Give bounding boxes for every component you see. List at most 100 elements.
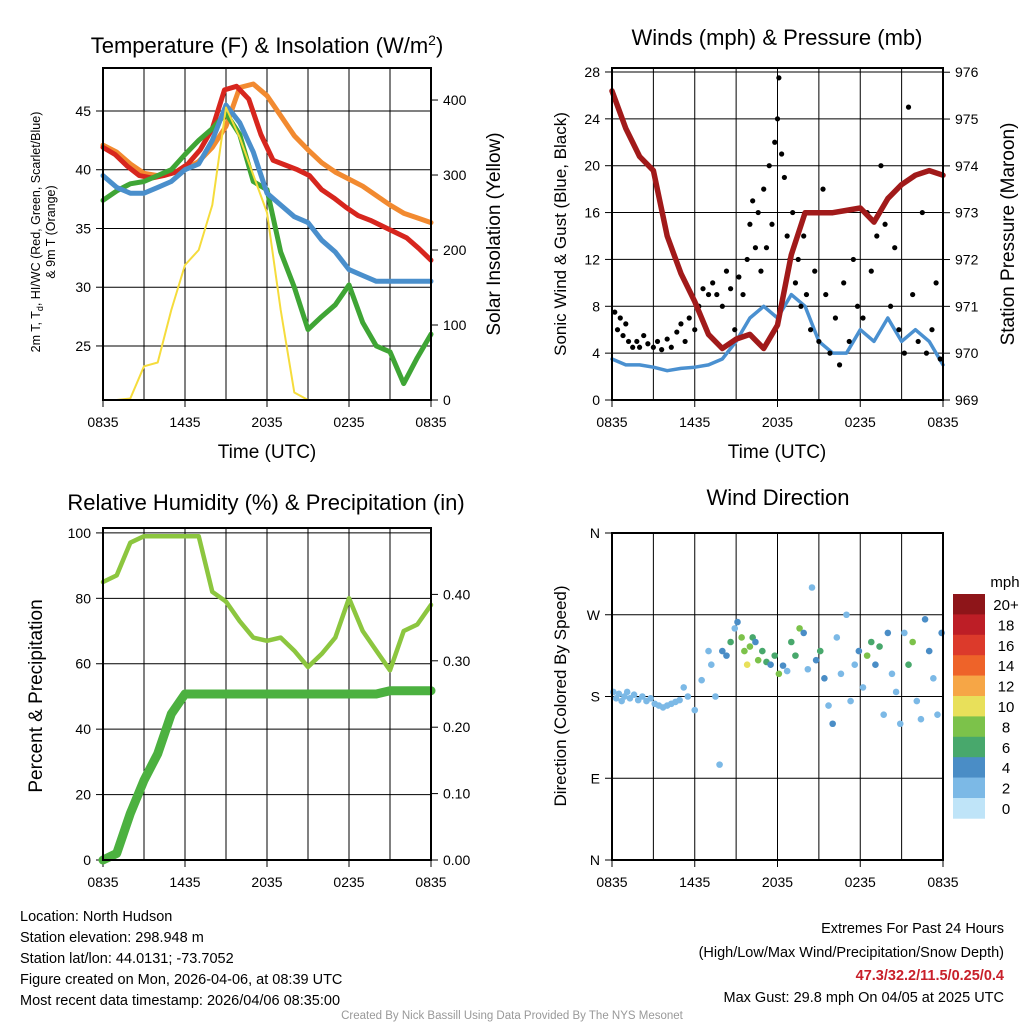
gust-point [700, 286, 706, 292]
figure-created: Figure created on Mon, 2026-04-06, at 08… [20, 972, 342, 988]
gust-point [790, 209, 796, 216]
gust-point [728, 286, 734, 292]
gust-point [919, 209, 925, 216]
gust-point [905, 104, 912, 110]
colorbar-label: 6 [1002, 740, 1010, 757]
direction-point [743, 661, 751, 669]
gust-point [846, 338, 852, 345]
colorbar-swatch [953, 655, 985, 676]
y-tick-label: 20 [75, 787, 91, 803]
wind-direction-panel-title: Wind Direction [706, 485, 849, 510]
direction-point [825, 702, 832, 709]
colorbar-label: 18 [998, 617, 1015, 634]
direction-point [859, 684, 867, 691]
direction-point [783, 667, 791, 675]
direction-point [863, 652, 871, 659]
x-tick-label: 0235 [333, 414, 364, 430]
temperature-y-axis-label-line2: & 9m T (Orange) [44, 185, 58, 278]
y2-tick-label: 976 [955, 64, 979, 80]
direction-point [630, 691, 638, 698]
gust-point [623, 321, 629, 327]
direction-point [913, 697, 921, 705]
pressure-y-axis-label: Station Pressure (Maroon) [998, 123, 1019, 346]
gust-point [612, 309, 618, 315]
y-tick-label: 80 [75, 590, 91, 606]
recent-data-timestamp: Most recent data timestamp: 2026/04/06 0… [20, 993, 340, 1009]
colorbar-swatch [953, 757, 985, 778]
plot-border [611, 532, 944, 861]
gust-point [784, 233, 790, 239]
gust-point [755, 209, 761, 216]
x-tick-label: 2035 [251, 874, 282, 890]
wind-y-axis-label: Sonic Wind & Gust (Blue, Black) [551, 112, 570, 356]
direction-point [623, 688, 631, 696]
colorbar-swatch [953, 798, 985, 819]
precipitation-line [98, 686, 436, 865]
direction-point [639, 693, 646, 700]
extremes-heading: Extremes For Past 24 Hours [821, 921, 1004, 937]
humidity-panel-title: Relative Humidity (%) & Precipitation (i… [67, 490, 464, 515]
y-tick-label: S [591, 689, 600, 705]
gust-point [766, 163, 772, 169]
gust-point [758, 268, 764, 274]
y-tick-label: 20 [584, 158, 600, 174]
x-tick-label: 0835 [596, 874, 627, 890]
direction-point [752, 638, 759, 646]
y-tick-label: 100 [68, 525, 92, 541]
x-tick-label: 0835 [87, 874, 118, 890]
x-tick-label: 2035 [251, 414, 282, 430]
gust-point [901, 350, 907, 356]
colorbar-swatch [953, 675, 985, 697]
direction-point [816, 647, 824, 655]
station-location: Location: North Hudson [20, 909, 172, 925]
gust-point [634, 338, 640, 345]
gust-point [641, 332, 647, 339]
x-tick-label: 1435 [679, 874, 710, 890]
direction-point [723, 652, 730, 659]
gust-point [820, 186, 826, 192]
gust-point [710, 280, 716, 286]
gust-point [933, 280, 939, 286]
y-tick-label: 30 [75, 279, 91, 295]
y2-tick-label: 974 [955, 158, 979, 174]
panel-1: 0 4 8 12 16 20 24 28 969 970 971 972 973 974 975 976 083… [584, 64, 978, 430]
gust-point [878, 163, 884, 169]
direction-point [829, 720, 836, 728]
extremes-subheading: (High/Low/Max Wind/Precipitation/Snow De… [699, 945, 1004, 961]
direction-point [812, 656, 820, 664]
gust-point [769, 221, 775, 227]
direction-point [746, 643, 754, 650]
colorbar-swatch [953, 736, 985, 758]
panel-0: 25 30 35 40 45 0 100 200 300 400 0835 1435 2035 0235 0… [75, 68, 467, 430]
gust-point [740, 291, 746, 298]
y-tick-label: N [590, 852, 600, 868]
station-pressure-line [609, 88, 946, 352]
y-tick-label: 40 [75, 721, 91, 737]
direction-point [691, 706, 699, 714]
series-line-hi-wc [100, 102, 434, 284]
direction-point [754, 656, 762, 664]
gust-point [761, 186, 767, 192]
direction-point [615, 690, 623, 698]
colorbar-label: 14 [998, 658, 1015, 675]
gust-point [910, 291, 916, 298]
direction-point [837, 670, 845, 678]
gust-point [772, 139, 778, 145]
direction-point [767, 661, 774, 669]
direction-point [851, 661, 859, 669]
y2-tick-label: 969 [955, 392, 979, 408]
direction-point [759, 647, 766, 655]
direction-point [716, 761, 723, 768]
gust-point [686, 315, 692, 321]
footer-credit: Created By Nick Bassill Using Data Provi… [341, 1010, 684, 1022]
x-tick-label: 1435 [169, 414, 200, 430]
colorbar-title: mph [990, 574, 1019, 591]
y2-tick-label: 972 [955, 252, 979, 268]
y-tick-label: E [591, 770, 600, 786]
y2-tick-label: 0.20 [443, 719, 470, 735]
gust-point [801, 233, 807, 239]
gust-point [668, 344, 674, 350]
direction-point [775, 670, 783, 678]
direction-point [738, 634, 745, 641]
temperature-x-axis-label: Time (UTC) [218, 442, 317, 463]
